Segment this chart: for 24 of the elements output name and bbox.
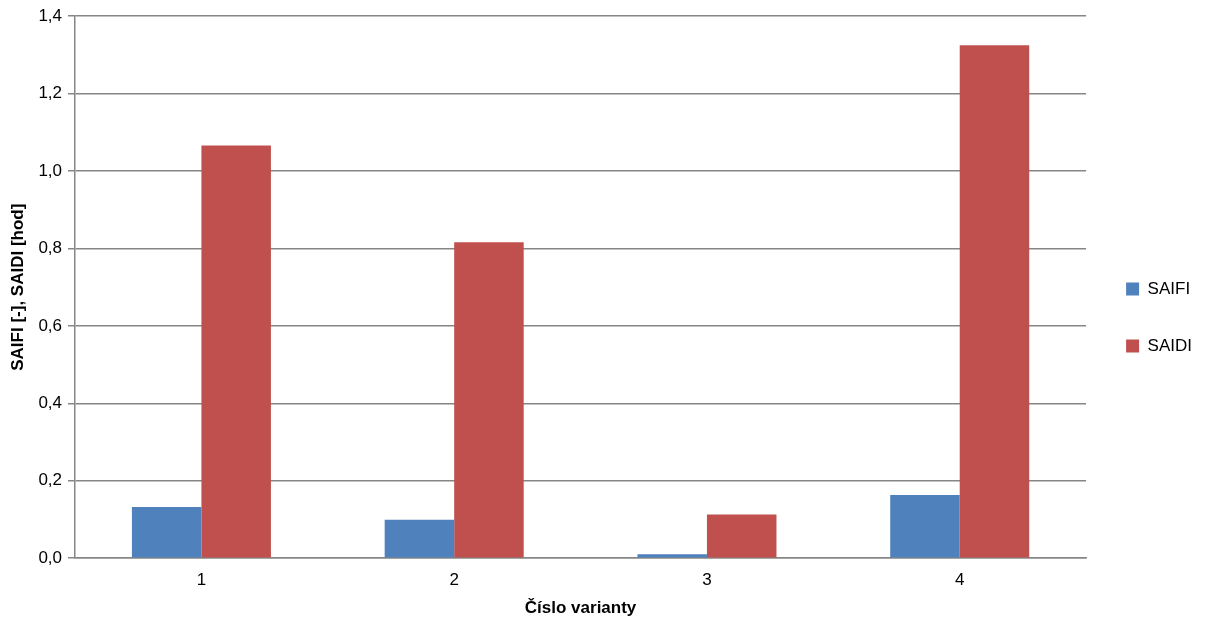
y-tick-label: 0,8 xyxy=(38,238,63,258)
legend-label: SAIDI xyxy=(1147,335,1193,355)
bar xyxy=(706,514,777,558)
y-tick-label: 1,4 xyxy=(38,5,63,25)
bar xyxy=(384,519,455,558)
y-tick-label: 0,0 xyxy=(38,547,63,567)
bar xyxy=(637,554,707,558)
x-tick-label: 4 xyxy=(954,570,965,590)
y-axis-title: SAIFI [-], SAIDI [hod] xyxy=(7,203,27,371)
bar xyxy=(959,45,1030,558)
bar xyxy=(201,145,271,558)
x-axis-title: Číslo varianty xyxy=(524,598,637,618)
y-tick-label: 0,6 xyxy=(38,315,63,335)
bar xyxy=(890,495,960,558)
y-tick-label: 1,0 xyxy=(38,160,63,180)
bar xyxy=(454,242,524,558)
x-tick-label: 2 xyxy=(449,570,459,590)
y-tick-label: 0,2 xyxy=(38,470,63,490)
bar xyxy=(131,507,202,558)
y-tick-label: 0,4 xyxy=(38,393,63,413)
y-tick-label: 1,2 xyxy=(38,83,63,103)
x-tick-label: 3 xyxy=(702,570,712,590)
legend-label: SAIFI xyxy=(1147,278,1191,298)
x-tick-label: 1 xyxy=(196,570,207,590)
